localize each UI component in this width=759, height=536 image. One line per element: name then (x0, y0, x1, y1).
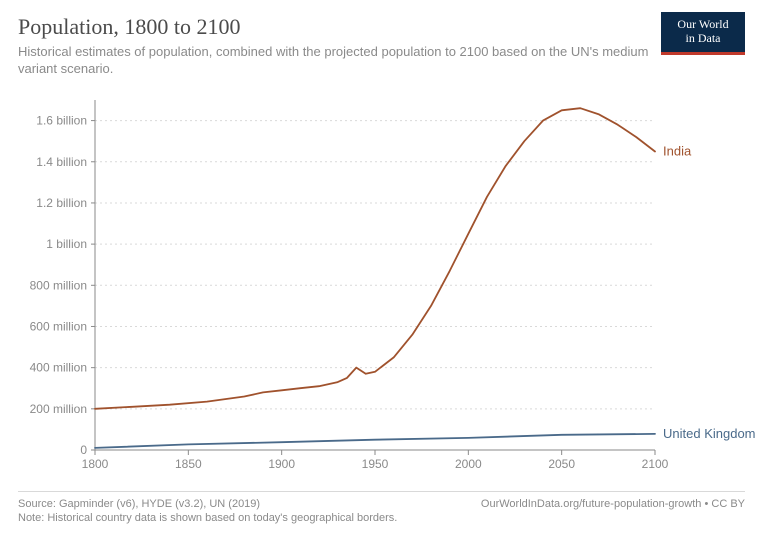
owid-logo: Our World in Data (661, 12, 745, 55)
footer-note: Note: Historical country data is shown b… (18, 512, 397, 524)
logo-line2: in Data (661, 32, 745, 46)
chart-footer: Source: Gapminder (v6), HYDE (v3.2), UN … (18, 491, 745, 526)
y-tick-label: 800 million (30, 278, 87, 292)
x-tick-label: 1900 (268, 457, 295, 471)
chart-subtitle: Historical estimates of population, comb… (18, 44, 649, 78)
y-tick-label: 1 billion (46, 237, 87, 251)
footer-source: Source: Gapminder (v6), HYDE (v3.2), UN … (18, 498, 397, 510)
series-label-india: India (663, 143, 692, 158)
x-tick-label: 2100 (642, 457, 669, 471)
y-tick-label: 200 million (30, 402, 87, 416)
x-tick-label: 1800 (82, 457, 109, 471)
y-tick-label: 1.6 billion (36, 114, 87, 128)
footer-credit: OurWorldInData.org/future-population-gro… (481, 498, 745, 510)
chart-title: Population, 1800 to 2100 (18, 14, 649, 40)
footer-left: Source: Gapminder (v6), HYDE (v3.2), UN … (18, 498, 397, 526)
y-tick-label: 0 (80, 443, 87, 457)
series-line-united-kingdom (95, 434, 655, 448)
series-label-united-kingdom: United Kingdom (663, 426, 756, 441)
chart-header: Population, 1800 to 2100 Historical esti… (18, 14, 649, 78)
series-line-india (95, 108, 655, 409)
chart-plot: 0 200 million 400 million 600 million 800 mi… (0, 90, 759, 480)
y-tick-label: 400 million (30, 361, 87, 375)
x-tick-label: 1950 (362, 457, 389, 471)
x-tick-label: 2050 (548, 457, 575, 471)
y-tick-label: 600 million (30, 319, 87, 333)
y-tick-label: 1.2 billion (36, 196, 87, 210)
chart-container: Population, 1800 to 2100 Historical esti… (0, 0, 759, 536)
x-tick-label: 1850 (175, 457, 202, 471)
logo-line1: Our World (661, 18, 745, 32)
y-tick-label: 1.4 billion (36, 155, 87, 169)
x-tick-label: 2000 (455, 457, 482, 471)
